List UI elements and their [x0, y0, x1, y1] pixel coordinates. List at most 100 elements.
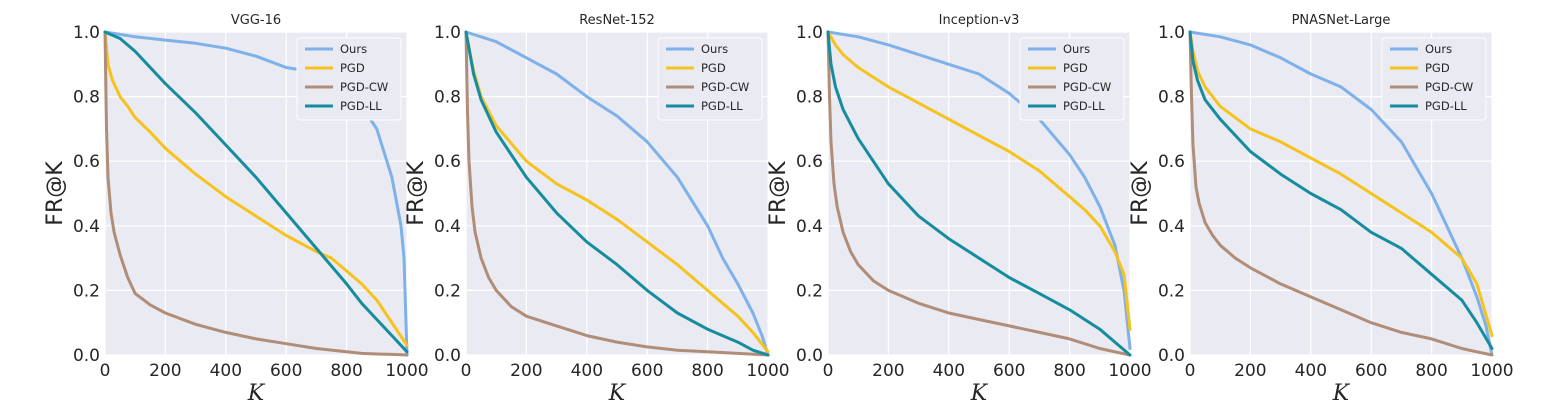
x-tick-label: 0 — [823, 361, 834, 381]
chart-title: VGG-16 — [231, 13, 281, 28]
series-line-pgd-ll — [826, 30, 1132, 357]
y-axis-label: FR@K — [766, 161, 791, 226]
y-axis-label: FR@K — [43, 161, 68, 226]
x-tick-label: 200 — [510, 361, 542, 381]
y-axis-label: FR@K — [1128, 161, 1153, 226]
series-line-pgd-cw — [826, 30, 1132, 357]
y-tick-label: 0.8 — [434, 88, 461, 108]
legend-box — [657, 37, 763, 121]
series-line-pgd — [103, 30, 409, 347]
y-tick-label: 0.8 — [796, 88, 823, 108]
x-tick-label: 0 — [461, 361, 472, 381]
legend-label: PGD — [340, 61, 365, 75]
y-tick-label: 1.0 — [73, 23, 100, 43]
y-tick-label: 0.6 — [434, 152, 461, 172]
series-line-pgd — [464, 30, 770, 354]
legend: Ours PGD PGD-CW PGD-LL — [1019, 37, 1125, 121]
chart-panel-1: 0 200 400 600 800 1000 0.0 0.2 0.4 0.6 0.8 1.0 VGG-1… — [43, 13, 429, 406]
x-tick-label: 800 — [691, 361, 723, 381]
x-axis-label: K — [608, 381, 627, 406]
legend: Ours PGD PGD-CW PGD-LL — [1381, 37, 1487, 121]
y-tick-label: 0.2 — [1158, 281, 1185, 301]
x-tick-label: 600 — [270, 361, 302, 381]
legend-label: PGD — [1425, 61, 1450, 75]
legend-label: Ours — [340, 42, 367, 56]
x-tick-label: 400 — [210, 361, 242, 381]
y-tick-label: 0.4 — [1158, 217, 1185, 237]
y-tick-label: 1.0 — [434, 23, 461, 43]
y-tick-label: 0.4 — [796, 217, 823, 237]
y-tick-label: 0.2 — [73, 281, 100, 301]
x-tick-label: 0 — [100, 361, 111, 381]
legend-label: PGD-CW — [1063, 80, 1111, 94]
x-tick-label: 200 — [149, 361, 181, 381]
x-tick-label: 800 — [1053, 361, 1085, 381]
y-tick-label: 0.0 — [434, 346, 461, 366]
x-tick-label: 1000 — [1470, 361, 1513, 381]
y-tick-label: 0.4 — [73, 217, 100, 237]
x-tick-label: 0 — [1185, 361, 1196, 381]
legend-box — [1019, 37, 1125, 121]
legend-label: Ours — [701, 42, 728, 56]
series-line-ours — [464, 30, 770, 357]
y-tick-label: 0.8 — [73, 88, 100, 108]
series-line-pgd-ll — [464, 30, 770, 357]
series-line-pgd-cw — [464, 30, 770, 357]
x-tick-label: 1000 — [385, 361, 428, 381]
y-tick-label: 0.0 — [73, 346, 100, 366]
legend-box — [1381, 37, 1487, 121]
chart-panel-2: 0 200 400 600 800 1000 0.0 0.2 0.4 0.6 0.8 1.0 ResNe… — [404, 13, 790, 406]
chart-panel-3: 0 200 400 600 800 1000 0.0 0.2 0.4 0.6 0.8 1.0 Incep… — [766, 13, 1152, 406]
x-tick-label: 1000 — [746, 361, 789, 381]
y-tick-label: 1.0 — [796, 23, 823, 43]
y-tick-label: 0.2 — [434, 281, 461, 301]
legend-label: PGD — [1063, 61, 1088, 75]
legend-label: PGD-LL — [701, 99, 743, 113]
chart-title: Inception-v3 — [939, 13, 1020, 28]
legend: Ours PGD PGD-CW PGD-LL — [296, 37, 402, 121]
legend-label: PGD-CW — [1425, 80, 1473, 94]
y-tick-label: 0.6 — [796, 152, 823, 172]
chart-panel-4: 0 200 400 600 800 1000 0.0 0.2 0.4 0.6 0.8 1.0 PNASN… — [1128, 13, 1514, 406]
x-tick-label: 1000 — [1108, 361, 1151, 381]
series-line-pgd-cw — [1188, 30, 1494, 357]
series-line-pgd-cw — [103, 30, 409, 357]
legend-label: PGD-LL — [1063, 99, 1105, 113]
y-tick-label: 0.8 — [1158, 88, 1185, 108]
chart-title: PNASNet-Large — [1292, 13, 1391, 28]
x-tick-label: 600 — [631, 361, 663, 381]
x-axis-label: K — [1332, 381, 1351, 406]
x-axis-label: K — [970, 381, 989, 406]
x-tick-label: 800 — [1415, 361, 1447, 381]
series-line-pgd-ll — [1188, 30, 1494, 350]
series-line-pgd — [826, 30, 1132, 331]
y-axis-label: FR@K — [404, 161, 429, 226]
legend-box — [296, 37, 402, 121]
x-axis-label: K — [247, 381, 266, 406]
y-tick-label: 0.6 — [1158, 152, 1185, 172]
x-tick-label: 200 — [1234, 361, 1266, 381]
legend-label: PGD-CW — [701, 80, 749, 94]
legend: Ours PGD PGD-CW PGD-LL — [657, 37, 763, 121]
legend-label: PGD-LL — [1425, 99, 1467, 113]
legend-label: Ours — [1063, 42, 1090, 56]
series-line-pgd-ll — [103, 30, 409, 354]
y-tick-label: 0.6 — [73, 152, 100, 172]
y-tick-label: 0.0 — [796, 346, 823, 366]
legend-label: PGD-LL — [340, 99, 382, 113]
y-tick-label: 1.0 — [1158, 23, 1185, 43]
x-tick-label: 200 — [872, 361, 904, 381]
x-tick-label: 600 — [1355, 361, 1387, 381]
legend-label: Ours — [1425, 42, 1452, 56]
y-tick-label: 0.2 — [796, 281, 823, 301]
y-tick-label: 0.4 — [434, 217, 461, 237]
x-tick-label: 400 — [1295, 361, 1327, 381]
x-tick-label: 400 — [933, 361, 965, 381]
y-tick-label: 0.0 — [1158, 346, 1185, 366]
series-line-pgd — [1188, 30, 1494, 338]
chart-title: ResNet-152 — [579, 13, 655, 28]
series-line-ours — [1188, 30, 1494, 357]
x-tick-label: 800 — [330, 361, 362, 381]
x-tick-label: 400 — [571, 361, 603, 381]
